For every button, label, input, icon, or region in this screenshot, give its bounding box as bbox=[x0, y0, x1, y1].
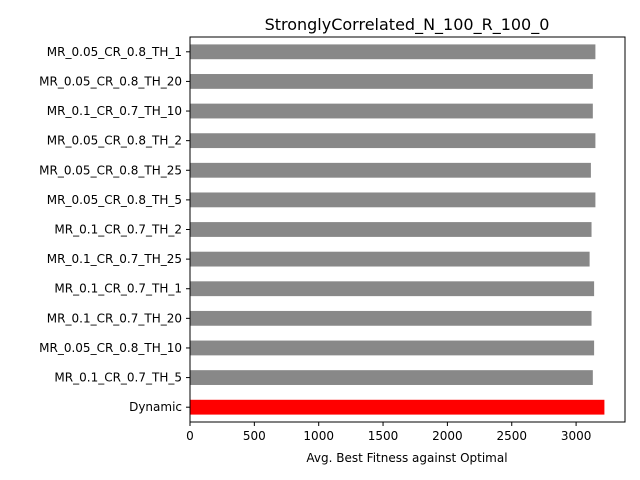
x-tick-label: 1500 bbox=[368, 429, 399, 443]
y-tick-label: MR_0.05_CR_0.8_TH_10 bbox=[39, 341, 182, 355]
x-tick-label: 500 bbox=[243, 429, 266, 443]
bar bbox=[190, 281, 595, 297]
bar bbox=[190, 222, 592, 237]
bar bbox=[190, 251, 590, 267]
y-tick-label: MR_0.1_CR_0.7_TH_25 bbox=[47, 252, 182, 266]
y-tick-label: MR_0.05_CR_0.8_TH_25 bbox=[39, 163, 182, 177]
x-tick-label: 2000 bbox=[432, 429, 463, 443]
bar bbox=[190, 162, 591, 178]
bar bbox=[190, 192, 596, 208]
x-tick-label: 2500 bbox=[496, 429, 527, 443]
y-tick-label: MR_0.05_CR_0.8_TH_1 bbox=[47, 45, 182, 59]
x-tick-label: 1000 bbox=[303, 429, 334, 443]
plot-frame bbox=[189, 36, 626, 423]
y-tick-label: MR_0.1_CR_0.7_TH_1 bbox=[54, 282, 182, 296]
y-tick-label: MR_0.1_CR_0.7_TH_20 bbox=[47, 311, 182, 325]
bar bbox=[190, 74, 593, 89]
x-axis-ticks: 0 500 1000 1500 2000 2500 3000 bbox=[186, 422, 591, 443]
bar bbox=[190, 44, 596, 60]
bar bbox=[190, 340, 595, 356]
chart-title: StronglyCorrelated_N_100_R_100_0 bbox=[265, 15, 550, 35]
bar bbox=[190, 399, 605, 415]
x-tick-label: 0 bbox=[186, 429, 194, 443]
bar bbox=[190, 133, 596, 149]
y-axis-ticks: MR_0.05_CR_0.8_TH_1 MR_0.05_CR_0.8_TH_20 M… bbox=[39, 45, 190, 414]
y-tick-label: MR_0.1_CR_0.7_TH_2 bbox=[54, 223, 182, 237]
y-tick-label: MR_0.1_CR_0.7_TH_5 bbox=[54, 371, 182, 385]
bar bbox=[190, 103, 593, 119]
bar bbox=[190, 310, 592, 326]
x-tick-label: 3000 bbox=[561, 429, 592, 443]
y-tick-label: MR_0.05_CR_0.8_TH_2 bbox=[47, 134, 182, 148]
y-tick-label: MR_0.05_CR_0.8_TH_20 bbox=[39, 74, 182, 88]
y-tick-label: MR_0.1_CR_0.7_TH_10 bbox=[47, 104, 182, 118]
bars-group bbox=[190, 44, 605, 415]
bar bbox=[190, 370, 593, 385]
x-axis-label: Avg. Best Fitness against Optimal bbox=[306, 451, 507, 465]
y-tick-label: Dynamic bbox=[129, 400, 182, 414]
y-tick-label: MR_0.05_CR_0.8_TH_5 bbox=[47, 193, 182, 207]
